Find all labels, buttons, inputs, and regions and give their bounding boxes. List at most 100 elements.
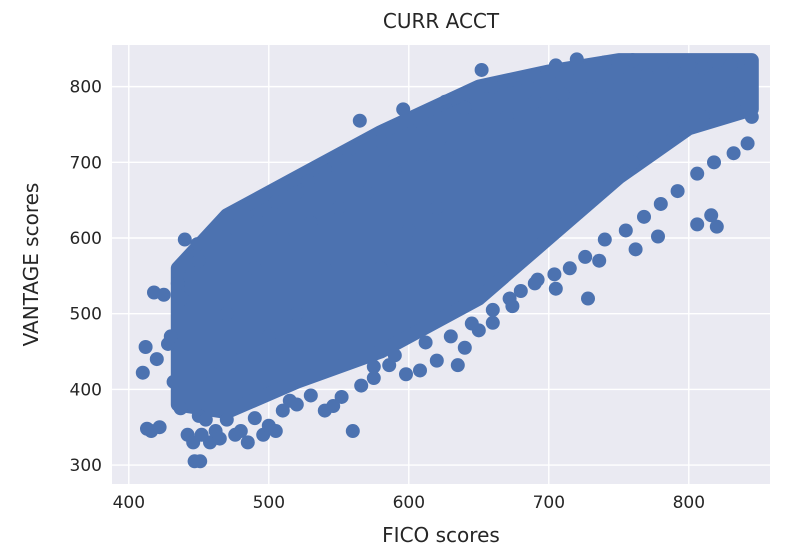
scatter-point <box>618 223 633 238</box>
scatter-point <box>595 181 609 196</box>
scatter-point <box>485 79 500 94</box>
scatter-point <box>219 412 234 427</box>
scatter-point <box>247 411 262 426</box>
scatter-point <box>219 232 234 247</box>
scatter-point <box>548 58 563 73</box>
scatter-point <box>413 363 427 378</box>
y-tick-label: 300 <box>70 456 102 476</box>
scatter-point <box>438 94 453 109</box>
scatter-point <box>667 64 682 79</box>
scatter-point <box>681 53 696 68</box>
scatter-point <box>401 223 416 238</box>
scatter-point <box>301 174 315 189</box>
scatter-point <box>275 231 290 246</box>
y-axis-label: VANTAGE scores <box>19 183 43 347</box>
scatter-point <box>527 94 542 109</box>
scatter-point <box>352 113 367 128</box>
scatter-point <box>212 431 227 446</box>
scatter-point <box>597 55 612 70</box>
scatter-point <box>597 232 612 247</box>
scatter-point <box>240 435 255 450</box>
scatter-point <box>175 291 189 306</box>
scatter-point <box>366 371 381 386</box>
scatter-point <box>628 242 643 257</box>
scatter-point <box>173 401 188 416</box>
x-tick-label: 700 <box>533 493 565 513</box>
scatter-point <box>740 136 755 151</box>
scatter-point <box>268 424 283 439</box>
scatter-point <box>547 267 562 282</box>
x-tick-label: 400 <box>113 493 145 513</box>
scatter-point <box>152 420 167 435</box>
scatter-point <box>709 54 724 69</box>
scatter-point <box>450 358 465 373</box>
scatter-point <box>135 365 150 380</box>
scatter-point <box>183 270 198 285</box>
scatter-point <box>513 283 528 298</box>
scatter-point <box>190 237 205 252</box>
scatter-point <box>354 378 369 393</box>
scatter-point <box>198 412 213 427</box>
dense-point-band <box>170 53 759 420</box>
y-axis-ticks: 300 400 500 600 700 800 <box>70 78 102 476</box>
scatter-point <box>250 214 265 229</box>
scatter-point <box>637 209 651 224</box>
scatter-point <box>373 134 388 149</box>
scatter-point <box>695 60 710 75</box>
scatter-point <box>387 348 402 363</box>
scatter-point <box>704 208 719 223</box>
scatter-point <box>653 53 668 68</box>
scatter-point <box>457 100 472 115</box>
scatter-point <box>527 68 542 83</box>
scatter-point <box>744 109 759 124</box>
scatter-point <box>247 261 262 276</box>
scatter-point <box>268 194 283 209</box>
scatter-point <box>303 388 318 403</box>
dense-band-shape <box>170 53 759 420</box>
scatter-point <box>721 87 735 102</box>
scatter-point <box>457 340 472 355</box>
scatter-point <box>581 291 595 306</box>
scatter-point <box>639 68 654 83</box>
scatter-point <box>415 147 430 162</box>
scatter-point <box>317 261 332 276</box>
scatter-point <box>429 353 444 368</box>
y-tick-label: 500 <box>70 305 102 325</box>
scatter-point <box>149 352 164 367</box>
scatter-point <box>723 58 738 73</box>
scatter-point <box>499 109 514 124</box>
scatter-point <box>331 200 346 215</box>
scatter-point <box>443 140 458 155</box>
scatter-point <box>707 155 721 170</box>
scatter-point <box>289 306 304 321</box>
scatter-point <box>396 102 411 117</box>
x-tick-label: 800 <box>673 493 705 513</box>
y-tick-label: 800 <box>70 78 102 98</box>
scatter-point <box>418 335 433 350</box>
scatter-point <box>569 52 584 67</box>
scatter-point <box>345 424 360 439</box>
scatter-point <box>578 249 593 264</box>
x-axis-label: FICO scores <box>382 523 500 547</box>
scatter-point <box>583 79 598 94</box>
scatter-point <box>317 162 332 177</box>
scatter-point <box>527 276 542 291</box>
scatter-point <box>709 219 724 234</box>
scatter-point <box>562 261 577 276</box>
scatter-point <box>690 217 705 232</box>
scatter-point <box>387 162 402 177</box>
scatter-point <box>653 196 668 211</box>
scatter-point <box>548 281 563 296</box>
scatter-point <box>289 397 304 412</box>
scatter-point <box>170 276 185 291</box>
scatter-point <box>695 109 710 124</box>
scatter-point <box>275 403 290 418</box>
scatter-point <box>667 125 682 140</box>
scatter-point <box>303 215 318 230</box>
scatter-point <box>471 125 486 140</box>
scatter-point <box>373 261 388 276</box>
scatter-point <box>359 185 374 200</box>
scatter-point <box>572 189 587 204</box>
scatter-point <box>138 340 153 355</box>
